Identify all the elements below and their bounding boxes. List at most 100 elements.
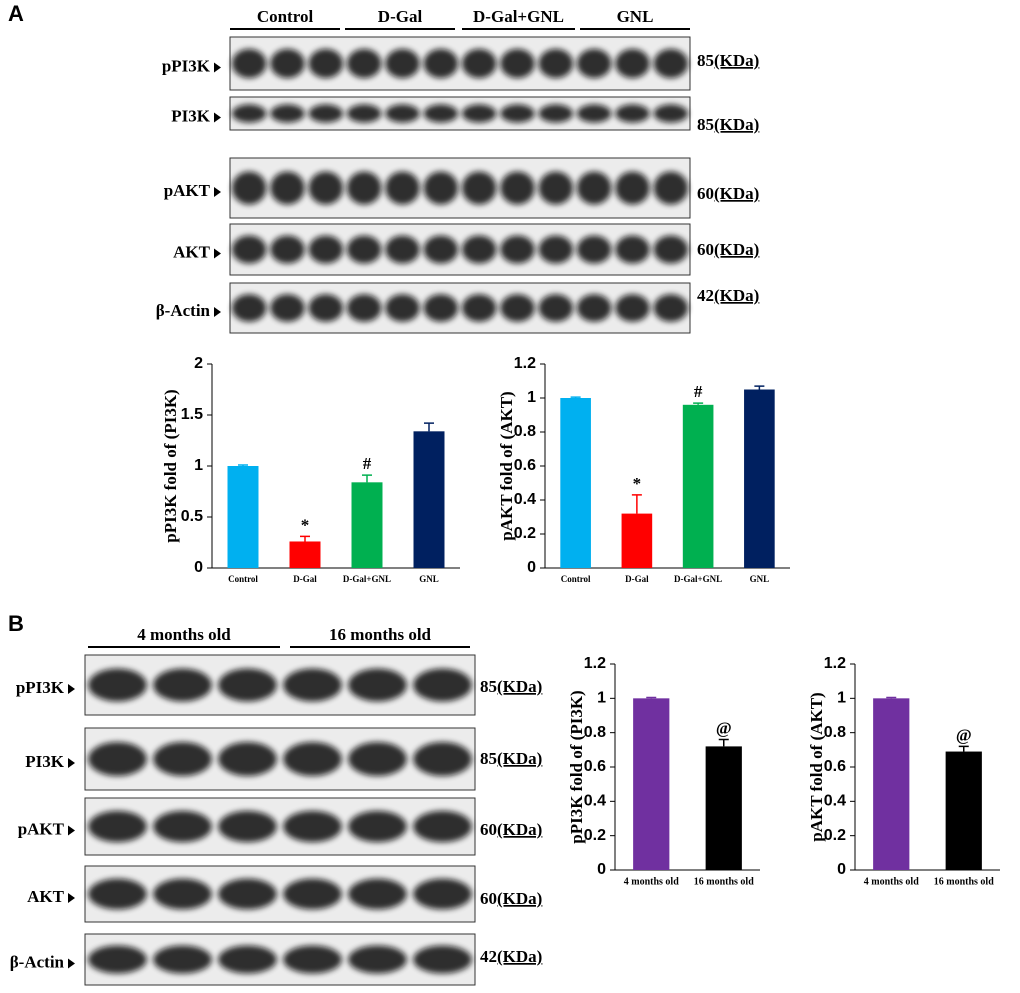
y-tick-label: 0.8	[514, 423, 536, 440]
mw-size: 85	[697, 51, 714, 70]
y-axis-label: pAKT fold of (AKT)	[497, 391, 516, 540]
y-tick-label: 1	[194, 457, 203, 474]
bar	[560, 398, 591, 568]
error-bar	[631, 494, 642, 514]
band	[270, 48, 305, 79]
mw-size: 60	[480, 820, 497, 839]
error-bar	[958, 745, 969, 752]
band	[218, 668, 277, 702]
mw-unit: (KDa)	[714, 286, 759, 305]
blot	[229, 282, 691, 334]
band	[538, 48, 574, 79]
band	[218, 741, 277, 777]
bar	[633, 698, 670, 870]
significance-marker: *	[633, 474, 642, 493]
arrow	[68, 758, 75, 768]
band	[270, 235, 305, 264]
band	[346, 104, 382, 123]
molecular-weight: 85(KDa)	[480, 677, 542, 696]
panel-label: A	[8, 1, 24, 26]
band	[270, 294, 305, 322]
bar	[873, 698, 910, 870]
blot-name: AKT	[27, 887, 65, 906]
band	[385, 104, 420, 123]
group-label: D-Gal	[378, 7, 423, 26]
y-tick-label: 0.6	[824, 758, 846, 775]
band	[153, 945, 212, 974]
y-tick-label: 2	[194, 355, 203, 372]
band	[576, 294, 612, 322]
blot-name: pAKT	[18, 819, 65, 838]
band	[348, 668, 407, 702]
error-bar	[300, 535, 310, 542]
x-tick-label: D-Gal	[293, 574, 317, 584]
x-tick-label: GNL	[750, 574, 770, 584]
band	[283, 945, 342, 974]
band	[423, 171, 459, 205]
bar	[705, 746, 742, 870]
mw-unit: (KDa)	[714, 240, 759, 259]
group-label: GNL	[617, 7, 654, 26]
band	[576, 104, 612, 123]
mw-size: 85	[697, 115, 714, 134]
y-tick-label: 0.2	[584, 827, 606, 844]
band	[423, 294, 459, 322]
group-label: Control	[257, 7, 314, 26]
error-bar	[754, 385, 765, 390]
mw-unit: (KDa)	[714, 115, 759, 134]
bar	[682, 404, 714, 568]
blot-name: AKT	[173, 242, 211, 261]
x-tick-label: D-Gal+GNL	[674, 574, 722, 584]
arrow	[214, 248, 221, 259]
y-tick-label: 1.2	[824, 655, 846, 672]
molecular-weight: 42(KDa)	[697, 286, 759, 305]
y-axis-label: pPI3K fold of (PI3K)	[161, 389, 180, 542]
significance-marker: @	[956, 725, 972, 744]
error-bar	[646, 696, 657, 699]
panel-label: B	[8, 611, 24, 636]
x-tick-label: 4 months old	[624, 876, 679, 887]
mw-size: 42	[480, 947, 497, 966]
mw-unit: (KDa)	[497, 820, 542, 839]
x-tick-label: 16 months old	[694, 876, 754, 887]
y-tick-label: 0.4	[514, 491, 536, 508]
error-bar	[362, 474, 372, 483]
blot	[84, 727, 476, 791]
band	[461, 171, 497, 205]
band	[615, 48, 650, 79]
band	[538, 294, 574, 322]
band	[413, 668, 472, 702]
group-label: 16 months old	[329, 625, 432, 644]
band	[538, 235, 574, 264]
band	[308, 294, 344, 322]
y-tick-label: 1	[837, 690, 846, 707]
arrow	[68, 684, 75, 694]
molecular-weight: 60(KDa)	[480, 889, 542, 908]
band	[308, 104, 344, 123]
band	[653, 104, 689, 123]
band	[231, 171, 267, 205]
significance-marker: #	[363, 454, 372, 473]
blot-name: pAKT	[164, 181, 211, 200]
blot-name: pPI3K	[162, 56, 211, 75]
error-bar	[570, 396, 581, 398]
band	[423, 104, 459, 123]
x-tick-label: 4 months old	[864, 876, 919, 887]
y-tick-label: 0.8	[584, 724, 606, 741]
band	[538, 171, 574, 205]
x-tick-label: Control	[228, 574, 258, 584]
error-bar	[886, 696, 897, 699]
molecular-weight: 85(KDa)	[697, 51, 759, 70]
arrow	[214, 307, 221, 317]
band	[615, 171, 650, 205]
blot-name: pPI3K	[16, 678, 65, 697]
error-bar	[693, 402, 704, 405]
y-tick-label: 0.6	[514, 457, 536, 474]
arrow	[68, 893, 75, 903]
band	[423, 48, 459, 79]
band	[500, 104, 535, 123]
molecular-weight: 42(KDa)	[480, 947, 542, 966]
mw-unit: (KDa)	[497, 947, 542, 966]
y-tick-label: 0.2	[824, 827, 846, 844]
band	[153, 878, 212, 910]
